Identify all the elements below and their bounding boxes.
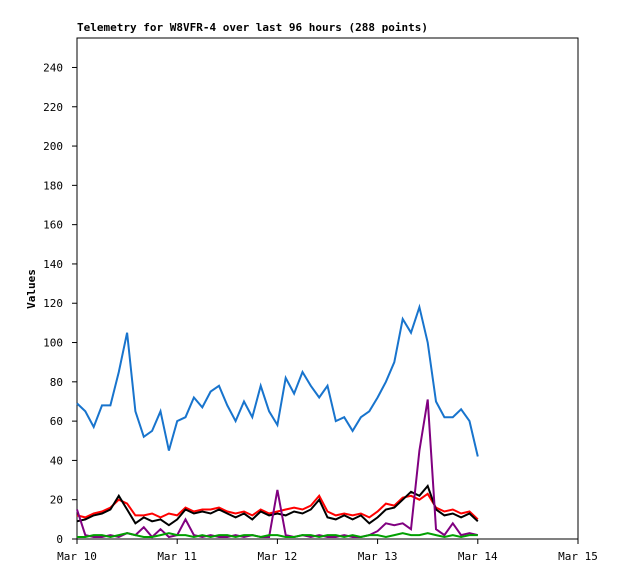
y-tick-label: 0: [56, 533, 63, 546]
y-tick-label: 200: [43, 140, 63, 153]
series-line: [77, 532, 478, 539]
y-tick-label: 140: [43, 258, 63, 271]
x-tick-label: Mar 14: [458, 550, 498, 563]
y-tick-label: 20: [50, 494, 63, 507]
series-line: [76, 399, 479, 539]
series-line: [76, 492, 479, 521]
series-line: [76, 484, 479, 527]
y-tick-label: 240: [43, 61, 63, 74]
series-line: [76, 303, 479, 457]
chart-title: Telemetry for W8VFR-4 over last 96 hours…: [77, 21, 428, 34]
x-tick-label: Mar 11: [157, 550, 197, 563]
x-tick-label: Mar 13: [358, 550, 398, 563]
y-tick-label: 120: [43, 297, 63, 310]
y-tick-label: 160: [43, 219, 63, 232]
y-tick-label: 40: [50, 454, 63, 467]
x-tick-label: Mar 12: [258, 550, 298, 563]
y-tick-label: 100: [43, 337, 63, 350]
x-tick-label: Mar 15: [558, 550, 598, 563]
y-tick-label: 220: [43, 101, 63, 114]
plot-frame: [76, 37, 579, 540]
y-tick-label: 180: [43, 179, 63, 192]
x-tick-label: Mar 10: [57, 550, 97, 563]
y-axis-label: Values: [25, 269, 38, 309]
y-tick-label: 60: [50, 415, 63, 428]
y-tick-label: 80: [50, 376, 63, 389]
